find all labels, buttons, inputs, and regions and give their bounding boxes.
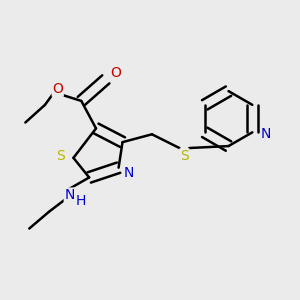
Text: N: N xyxy=(64,188,75,202)
Text: O: O xyxy=(110,66,121,80)
Text: S: S xyxy=(180,149,189,163)
Text: N: N xyxy=(261,127,271,141)
Text: S: S xyxy=(56,149,65,163)
Text: O: O xyxy=(52,82,63,96)
Text: N: N xyxy=(123,166,134,180)
Text: H: H xyxy=(76,194,86,208)
